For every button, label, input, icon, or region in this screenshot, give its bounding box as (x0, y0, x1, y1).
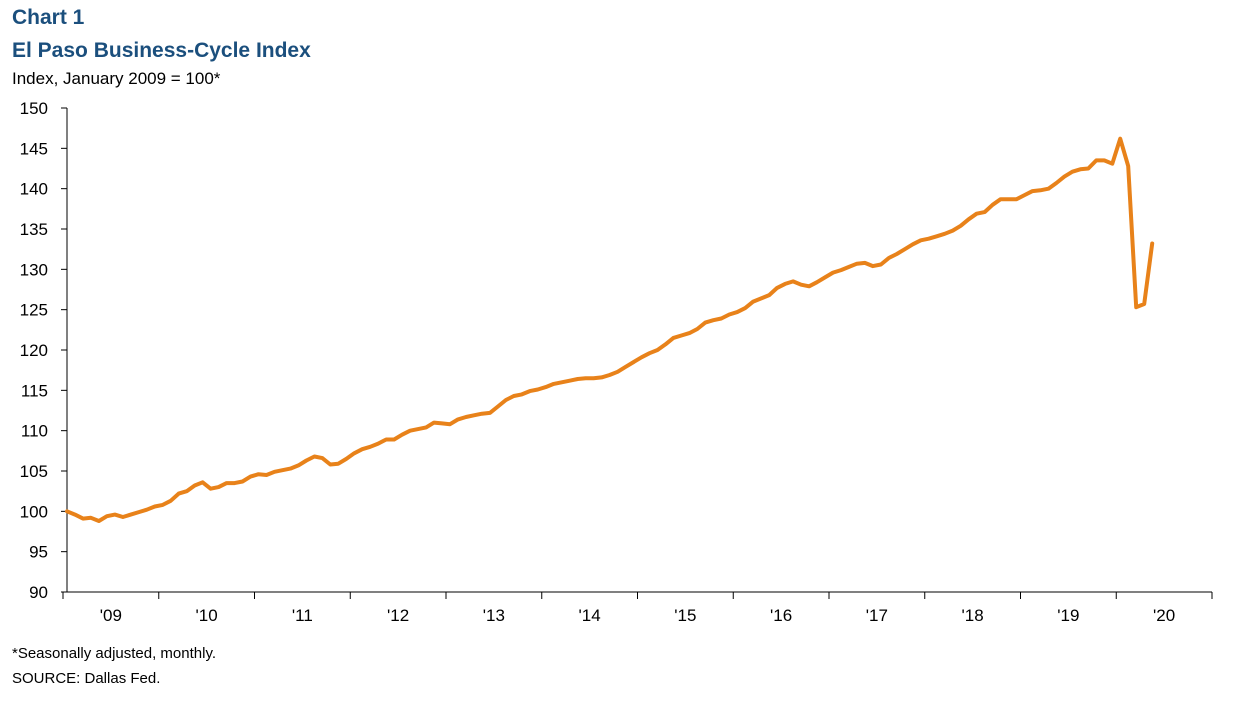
y-tick-label: 140 (20, 180, 48, 199)
x-tick-label: '17 (866, 606, 888, 625)
x-tick-label: '10 (196, 606, 218, 625)
y-tick-label: 115 (21, 381, 48, 400)
y-axis: 90 95 100 105 110 115 120 125 130 135 140 145 150 (20, 99, 68, 602)
source-note: SOURCE: Dallas Fed. (12, 670, 161, 687)
footnote: *Seasonally adjusted, monthly. (12, 645, 217, 662)
y-tick-label: 145 (20, 139, 48, 158)
x-tick-label: '12 (387, 606, 409, 625)
y-tick-label: 105 (20, 462, 48, 481)
x-tick-label: '16 (770, 606, 792, 625)
y-tick-label: 135 (20, 220, 48, 239)
series-group (65, 136, 1155, 523)
x-tick-label: '15 (674, 606, 696, 625)
x-tick-label: '13 (483, 606, 505, 625)
x-tick-label: '11 (292, 606, 313, 625)
y-tick-label: 150 (20, 99, 48, 118)
chart-title: El Paso Business-Cycle Index (12, 39, 311, 62)
y-tick-label: 110 (21, 422, 48, 441)
x-axis: '09 '10 '11 '12 '13 '14 '15 '16 '17 '18 '19 '20 (62, 591, 1213, 625)
y-tick-label: 125 (20, 301, 48, 320)
chart-number: Chart 1 (12, 6, 85, 29)
y-tick-label: 100 (20, 502, 48, 521)
y-axis-label: Index, January 2009 = 100* (12, 69, 221, 88)
x-tick-label: '09 (100, 606, 122, 625)
y-tick-label: 120 (20, 341, 48, 360)
series-line (65, 136, 1155, 523)
y-tick-label: 130 (20, 260, 48, 279)
x-tick-label: '19 (1057, 606, 1079, 625)
x-tick-label: '14 (579, 606, 601, 625)
x-tick-label: '20 (1153, 606, 1175, 625)
y-tick-label: 95 (29, 543, 48, 562)
y-tick-label: 90 (29, 583, 48, 602)
x-tick-label: '18 (962, 606, 984, 625)
